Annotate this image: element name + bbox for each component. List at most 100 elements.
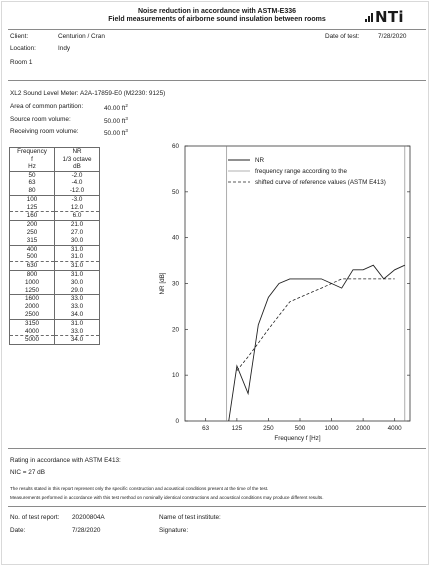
table-row: 4000 33.0 (9, 327, 100, 337)
table-row: 160 6.0 (9, 211, 100, 221)
x-tick-label: 1000 (325, 425, 340, 432)
note-line-2: Measurements performed in accordance wit… (10, 495, 324, 500)
rating-title: Rating in accordance with ASTM E413: (10, 457, 121, 464)
x-axis-label: Frequency f [Hz] (274, 435, 320, 442)
table-row: 3150 31.0 (9, 318, 100, 328)
nr-cell: 29.0 (54, 286, 100, 295)
rating-divider (8, 448, 426, 449)
frequency-cell: 1000 (9, 278, 55, 287)
date-of-test-label: Date of test: (325, 33, 360, 40)
frequency-cell: 5000 (9, 335, 55, 346)
table-row: 1250 29.0 (9, 286, 100, 295)
area-value: 40.00 ft2 (104, 103, 128, 113)
freq-header: f (9, 155, 55, 163)
logo-text: NTi (375, 8, 404, 26)
nr-table: Frequency NR f 1/3 octave Hz dB 50 -2.0 63… (9, 147, 100, 346)
nr-cell: 34.0 (54, 335, 100, 346)
nr-cell: 33.0 (54, 327, 100, 337)
meter-info: XL2 Sound Level Meter: A2A-17859-E0 (M22… (10, 90, 166, 97)
table-header-row: Hz dB (9, 163, 100, 172)
date-of-test-value: 7/28/2020 (378, 33, 407, 40)
table-row: 1600 33.0 (9, 294, 100, 304)
signature-label: Signature: (159, 527, 189, 534)
nr-cell: -4.0 (54, 179, 100, 188)
report-subtitle: Field measurements of airborne sound ins… (108, 16, 326, 23)
footer-date-label: Date: (10, 527, 26, 534)
table-row: 50 -2.0 (9, 171, 100, 180)
nr-chart: 0 10 20 30 40 50 60 63 125 250 500 1000 2000 4000 Freq… (159, 143, 411, 442)
nr-cell: 31.0 (54, 318, 100, 328)
x-tick-label: 250 (263, 425, 274, 432)
plot-frame (184, 145, 411, 422)
y-tick-label: 10 (172, 372, 180, 379)
freq-unit: Hz (9, 163, 55, 172)
table-row: 100 -3.0 (9, 194, 100, 204)
receiving-volume-label: Receiving room volume: (10, 128, 79, 135)
frequency-cell: 1250 (9, 286, 55, 295)
nr-header: NR (54, 147, 100, 156)
table-row: 200 21.0 (9, 220, 100, 230)
frequency-cell: 63 (9, 179, 55, 188)
y-tick-label: 40 (172, 235, 180, 242)
nr-cell: 33.0 (54, 303, 100, 312)
y-tick-label: 30 (172, 281, 180, 288)
institute-label: Name of test institute: (159, 514, 221, 521)
location-label: Location: (10, 45, 36, 52)
table-row: 2000 33.0 (9, 303, 100, 312)
frequency-cell: 160 (9, 211, 55, 221)
room-label: Room 1 (10, 59, 33, 66)
nr-cell: -3.0 (54, 194, 100, 204)
table-row: 315 30.0 (9, 236, 100, 246)
nic-value: NIC = 27 dB (10, 469, 45, 476)
frequency-cell: 200 (9, 220, 55, 230)
area-label: Area of common partition: (10, 103, 84, 110)
y-tick-label: 20 (172, 326, 180, 333)
location-value: Indy (58, 45, 71, 52)
y-tick-label: 50 (172, 189, 180, 196)
frequency-cell: 100 (9, 194, 55, 204)
frequency-cell: 3150 (9, 318, 55, 328)
nr-header: 1/3 octave (54, 155, 100, 163)
y-tick-label: 0 (175, 418, 179, 425)
nr-cell: 31.0 (54, 253, 100, 263)
nr-cell: 27.0 (54, 229, 100, 237)
report-number-label: No. of test report: (10, 514, 60, 521)
frequency-cell: 2500 (9, 311, 55, 320)
nr-cell: 33.0 (54, 294, 100, 304)
note-line-1: The results stated in this report repres… (10, 486, 269, 491)
nr-cell: 31.0 (54, 244, 100, 254)
table-header-row: f 1/3 octave (9, 155, 100, 163)
table-row: 1000 30.0 (9, 278, 100, 287)
nr-unit: dB (54, 163, 100, 172)
frequency-cell: 50 (9, 171, 55, 180)
y-tick-label: 60 (172, 143, 180, 150)
client-value: Centurion / Cran (58, 33, 105, 40)
receiving-volume-value: 50.00 ft3 (104, 128, 128, 138)
nti-logo: NTi (365, 8, 404, 26)
frequency-cell: 400 (9, 244, 55, 254)
client-label: Client: (10, 33, 29, 40)
logo-bars-icon (365, 8, 374, 26)
footer-divider (8, 506, 426, 507)
x-tick-label: 500 (295, 425, 306, 432)
nr-cell: 31.0 (54, 270, 100, 279)
nr-cell: -2.0 (54, 171, 100, 180)
nr-cell: 30.0 (54, 278, 100, 287)
x-tick-label: 2000 (356, 425, 371, 432)
footer-date-value: 7/28/2020 (72, 527, 101, 534)
info-divider (8, 80, 426, 81)
frequency-cell: 500 (9, 253, 55, 263)
nr-series-line (228, 264, 405, 421)
frequency-cell: 800 (9, 270, 55, 279)
y-axis-label: NR [dB] (159, 272, 166, 294)
x-tick-label: 125 (232, 425, 243, 432)
frequency-cell: 4000 (9, 327, 55, 337)
header-divider (8, 29, 426, 30)
report-number-value: 20200804A (72, 514, 105, 521)
frequency-cell: 1600 (9, 294, 55, 304)
nr-cell: 31.0 (54, 261, 100, 271)
nr-cell: 21.0 (54, 220, 100, 230)
frequency-cell: 125 (9, 203, 55, 213)
table-row: 125 12.0 (9, 203, 100, 213)
table-row: 5000 34.0 (9, 335, 100, 346)
